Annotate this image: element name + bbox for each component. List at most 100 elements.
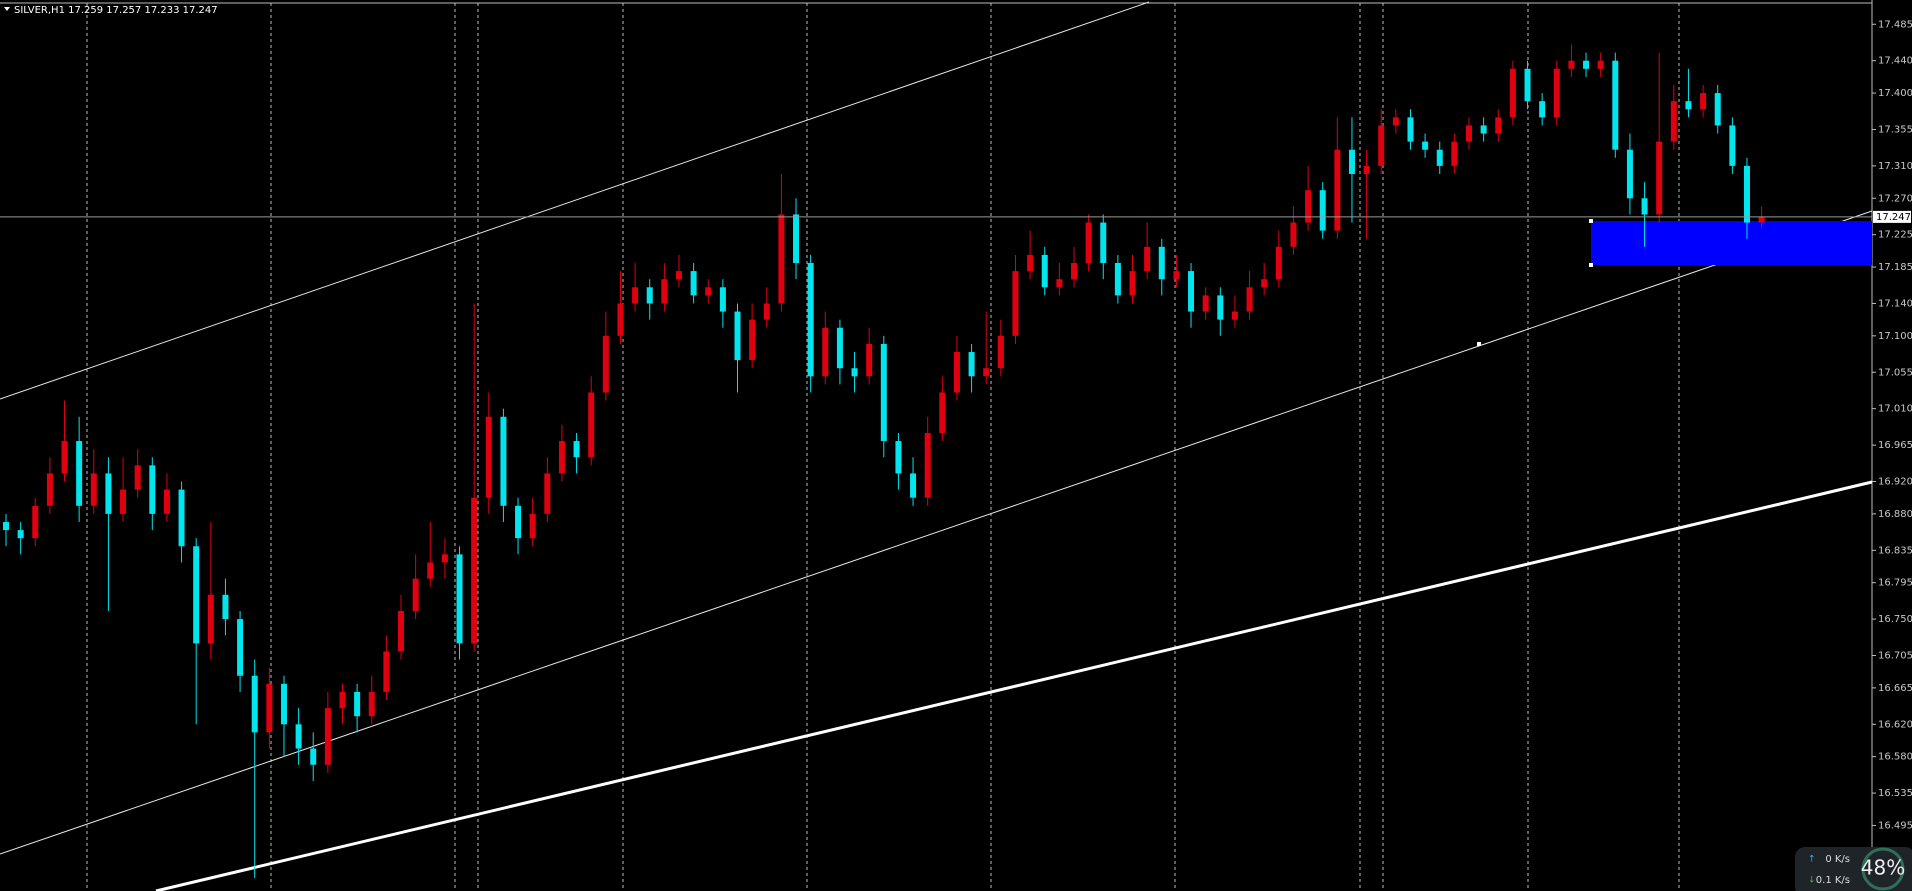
candle-body	[1612, 60, 1619, 150]
candle-body	[456, 554, 463, 644]
candle-body	[368, 691, 375, 717]
candle-body	[544, 473, 551, 514]
candles	[3, 44, 1765, 879]
candle-body	[939, 392, 946, 433]
candle-body	[558, 441, 565, 474]
upload-speed: 0 K/s	[1825, 854, 1850, 865]
candle-body	[178, 489, 185, 547]
candle-body	[1085, 222, 1092, 264]
candle-body	[1070, 263, 1077, 280]
candle-body	[1319, 190, 1326, 231]
candle-body	[719, 287, 726, 312]
candle-body	[383, 651, 390, 692]
candle-body	[1348, 149, 1355, 174]
candle-body	[193, 546, 200, 644]
candle-body	[632, 287, 639, 304]
candle-body	[1583, 60, 1590, 69]
candle-body	[207, 594, 214, 644]
candle-body	[354, 691, 361, 717]
candle-body	[149, 465, 156, 514]
menu-arrow[interactable]	[4, 7, 10, 11]
anchor-point	[1477, 342, 1481, 346]
candle-body	[1129, 271, 1136, 296]
candle-body	[3, 521, 9, 531]
candle-body	[734, 311, 741, 361]
candle-body	[1553, 68, 1560, 118]
candle-body	[1231, 311, 1238, 320]
status-widget: ↑ ↓ 0 K/s 0.1 K/s 48%	[1795, 847, 1912, 891]
candle-body	[763, 303, 770, 320]
y-tick-label: 16.880	[1878, 509, 1912, 520]
candle-body	[1334, 149, 1341, 231]
candle-body	[1641, 198, 1648, 215]
candle-body	[807, 263, 814, 377]
candle-body	[1041, 254, 1048, 288]
candle-body	[793, 214, 800, 264]
candle-body	[910, 473, 917, 498]
candle-body	[441, 554, 448, 563]
candle-body	[222, 594, 229, 620]
candle-body	[280, 683, 287, 725]
y-tick-label: 17.185	[1878, 262, 1912, 273]
period-separators	[86, 3, 1680, 891]
candle-body	[1392, 117, 1399, 126]
candle-body	[646, 287, 653, 304]
candle-body	[895, 441, 902, 474]
candle-body	[1246, 287, 1253, 312]
trend-line-thick	[155, 480, 1873, 891]
candle-body	[1261, 279, 1268, 288]
y-tick-label: 17.400	[1878, 88, 1912, 99]
candle-body	[1670, 101, 1677, 142]
candle-body	[866, 343, 873, 377]
y-tick-label: 16.835	[1878, 545, 1912, 556]
candle-body	[32, 505, 39, 539]
candle-body	[1758, 216, 1765, 223]
candle-body	[1685, 101, 1692, 110]
candle-body	[310, 748, 317, 765]
candle-body	[1539, 101, 1546, 118]
candle-body	[1100, 222, 1107, 264]
candle-body	[1378, 125, 1385, 166]
y-tick-label: 16.705	[1878, 651, 1912, 662]
candle-body	[251, 675, 258, 733]
candle-body	[1495, 117, 1502, 134]
candle-body	[134, 465, 141, 490]
candle-body	[1422, 141, 1429, 150]
candle-body	[1012, 271, 1019, 336]
y-tick-label: 16.665	[1878, 683, 1912, 694]
candle-body	[61, 441, 68, 474]
candle-body	[675, 271, 682, 280]
candle-body	[1700, 93, 1707, 110]
candle-body	[90, 473, 97, 506]
candle-body	[46, 473, 53, 506]
candle-body	[602, 335, 609, 393]
y-tick-label: 16.920	[1878, 477, 1912, 488]
candle-body	[529, 513, 536, 539]
candle-body	[1714, 93, 1721, 126]
candle-body	[17, 530, 24, 539]
cpu-usage: 48%	[1861, 856, 1905, 880]
candle-body	[997, 335, 1004, 369]
candle-body	[1173, 271, 1180, 280]
candle-body	[1524, 68, 1531, 102]
y-tick-label: 17.485	[1878, 19, 1912, 30]
y-tick-label: 16.620	[1878, 719, 1912, 730]
candle-body	[968, 352, 975, 377]
candle-body	[1466, 125, 1472, 142]
candle-body	[1568, 60, 1575, 69]
y-tick-label: 17.010	[1878, 404, 1912, 415]
candle-body	[661, 279, 668, 304]
candle-body	[1363, 165, 1370, 174]
y-tick-label: 17.140	[1878, 298, 1912, 309]
candle-body	[339, 691, 346, 709]
candle-body	[573, 441, 580, 458]
candle-body	[1480, 125, 1487, 134]
chart-title: SILVER,H1 17.259 17.257 17.233 17.247	[14, 5, 218, 16]
candle-body	[1275, 246, 1282, 280]
y-tick-label: 17.225	[1878, 230, 1912, 241]
candle-body	[1290, 222, 1297, 247]
trend-line	[0, 1, 1150, 400]
